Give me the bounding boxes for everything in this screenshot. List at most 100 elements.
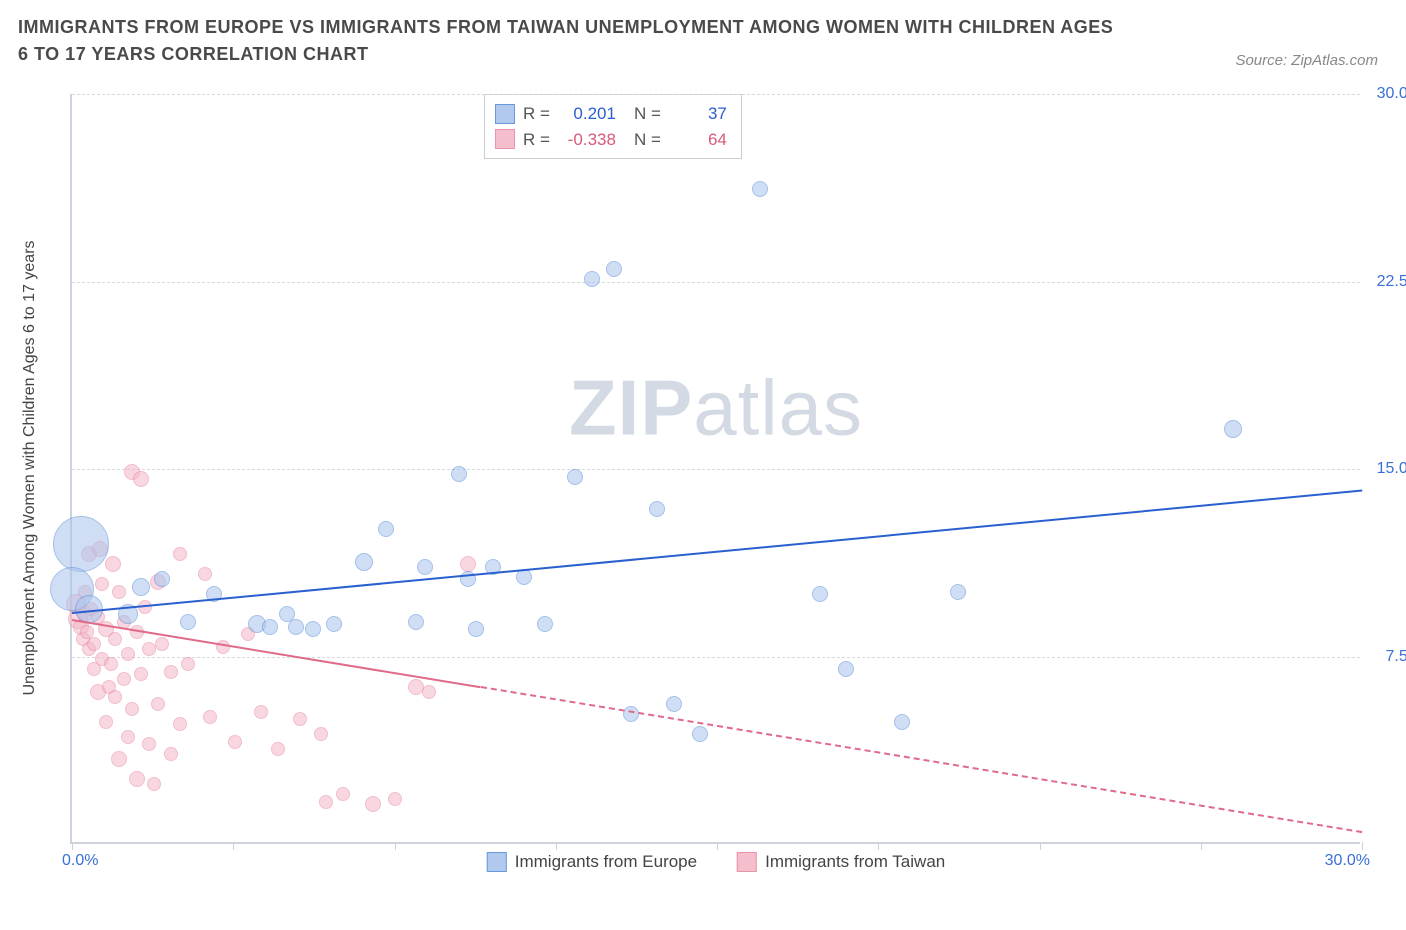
data-point-taiwan — [121, 730, 135, 744]
x-tick — [1040, 842, 1041, 850]
x-tick — [1201, 842, 1202, 850]
data-point-taiwan — [388, 792, 402, 806]
n-value-taiwan: 64 — [669, 127, 727, 153]
data-point-europe — [53, 516, 109, 572]
x-tick — [1362, 842, 1363, 850]
data-point-europe — [623, 706, 639, 722]
data-point-europe — [378, 521, 394, 537]
correlation-stats-box: R = 0.201 N = 37 R = -0.338 N = 64 — [484, 94, 742, 159]
data-point-taiwan — [173, 717, 187, 731]
x-tick — [717, 842, 718, 850]
data-point-europe — [567, 469, 583, 485]
data-point-taiwan — [173, 547, 187, 561]
scatter-chart: ZIPatlas R = 0.201 N = 37 R = -0.338 N =… — [70, 94, 1360, 844]
x-tick — [233, 842, 234, 850]
data-point-taiwan — [228, 735, 242, 749]
legend-item-taiwan: Immigrants from Taiwan — [737, 852, 945, 872]
data-point-europe — [468, 621, 484, 637]
data-point-taiwan — [198, 567, 212, 581]
data-point-taiwan — [164, 747, 178, 761]
y-axis-label: Unemployment Among Women with Children A… — [21, 240, 39, 695]
data-point-taiwan — [142, 737, 156, 751]
data-point-europe — [692, 726, 708, 742]
data-point-europe — [584, 271, 600, 287]
data-point-taiwan — [129, 771, 145, 787]
x-axis-min-label: 0.0% — [62, 852, 98, 870]
data-point-europe — [262, 619, 278, 635]
legend-swatch-taiwan — [737, 852, 757, 872]
n-label: N = — [634, 127, 661, 153]
data-point-taiwan — [293, 712, 307, 726]
data-point-europe — [288, 619, 304, 635]
legend-item-europe: Immigrants from Europe — [487, 852, 697, 872]
swatch-europe — [495, 104, 515, 124]
data-point-europe — [408, 614, 424, 630]
data-point-europe — [132, 578, 150, 596]
x-tick — [72, 842, 73, 850]
legend-swatch-europe — [487, 852, 507, 872]
data-point-europe — [180, 614, 196, 630]
data-point-europe — [950, 584, 966, 600]
x-axis-max-label: 30.0% — [1325, 852, 1370, 870]
gridline — [72, 282, 1360, 283]
x-tick — [878, 842, 879, 850]
r-value-europe: 0.201 — [558, 101, 616, 127]
data-point-taiwan — [155, 637, 169, 651]
watermark: ZIPatlas — [569, 363, 863, 454]
data-point-europe — [326, 616, 342, 632]
y-tick-label: 30.0% — [1377, 85, 1406, 103]
data-point-europe — [606, 261, 622, 277]
legend-label-europe: Immigrants from Europe — [515, 852, 697, 872]
data-point-taiwan — [105, 556, 121, 572]
swatch-taiwan — [495, 129, 515, 149]
r-label: R = — [523, 127, 550, 153]
data-point-taiwan — [164, 665, 178, 679]
data-point-taiwan — [254, 705, 268, 719]
data-point-europe — [838, 661, 854, 677]
data-point-taiwan — [365, 796, 381, 812]
data-point-taiwan — [147, 777, 161, 791]
data-point-taiwan — [125, 702, 139, 716]
gridline — [72, 469, 1360, 470]
data-point-taiwan — [319, 795, 333, 809]
data-point-taiwan — [181, 657, 195, 671]
data-point-europe — [649, 501, 665, 517]
data-point-europe — [1224, 420, 1242, 438]
data-point-taiwan — [336, 787, 350, 801]
data-point-taiwan — [271, 742, 285, 756]
data-point-europe — [154, 571, 170, 587]
data-point-taiwan — [422, 685, 436, 699]
data-point-taiwan — [108, 690, 122, 704]
data-point-taiwan — [112, 585, 126, 599]
y-tick-label: 22.5% — [1377, 273, 1406, 291]
source-attribution: Source: ZipAtlas.com — [1235, 52, 1378, 69]
y-tick-label: 7.5% — [1386, 648, 1406, 666]
gridline — [72, 94, 1360, 95]
data-point-taiwan — [108, 632, 122, 646]
data-point-taiwan — [117, 672, 131, 686]
regression-line-taiwan — [480, 686, 1362, 833]
legend-label-taiwan: Immigrants from Taiwan — [765, 852, 945, 872]
data-point-europe — [417, 559, 433, 575]
data-point-europe — [666, 696, 682, 712]
data-point-taiwan — [134, 667, 148, 681]
r-value-taiwan: -0.338 — [558, 127, 616, 153]
y-tick-label: 15.0% — [1377, 460, 1406, 478]
data-point-taiwan — [111, 751, 127, 767]
x-tick — [395, 842, 396, 850]
stats-row-europe: R = 0.201 N = 37 — [495, 101, 727, 127]
regression-line-europe — [72, 489, 1362, 613]
data-point-taiwan — [142, 642, 156, 656]
gridline — [72, 657, 1360, 658]
data-point-taiwan — [95, 577, 109, 591]
chart-title: IMMIGRANTS FROM EUROPE VS IMMIGRANTS FRO… — [18, 14, 1118, 68]
data-point-taiwan — [203, 710, 217, 724]
data-point-taiwan — [151, 697, 165, 711]
data-point-taiwan — [87, 637, 101, 651]
legend: Immigrants from Europe Immigrants from T… — [487, 852, 945, 872]
n-label: N = — [634, 101, 661, 127]
data-point-europe — [894, 714, 910, 730]
data-point-europe — [355, 553, 373, 571]
data-point-taiwan — [99, 715, 113, 729]
data-point-taiwan — [460, 556, 476, 572]
